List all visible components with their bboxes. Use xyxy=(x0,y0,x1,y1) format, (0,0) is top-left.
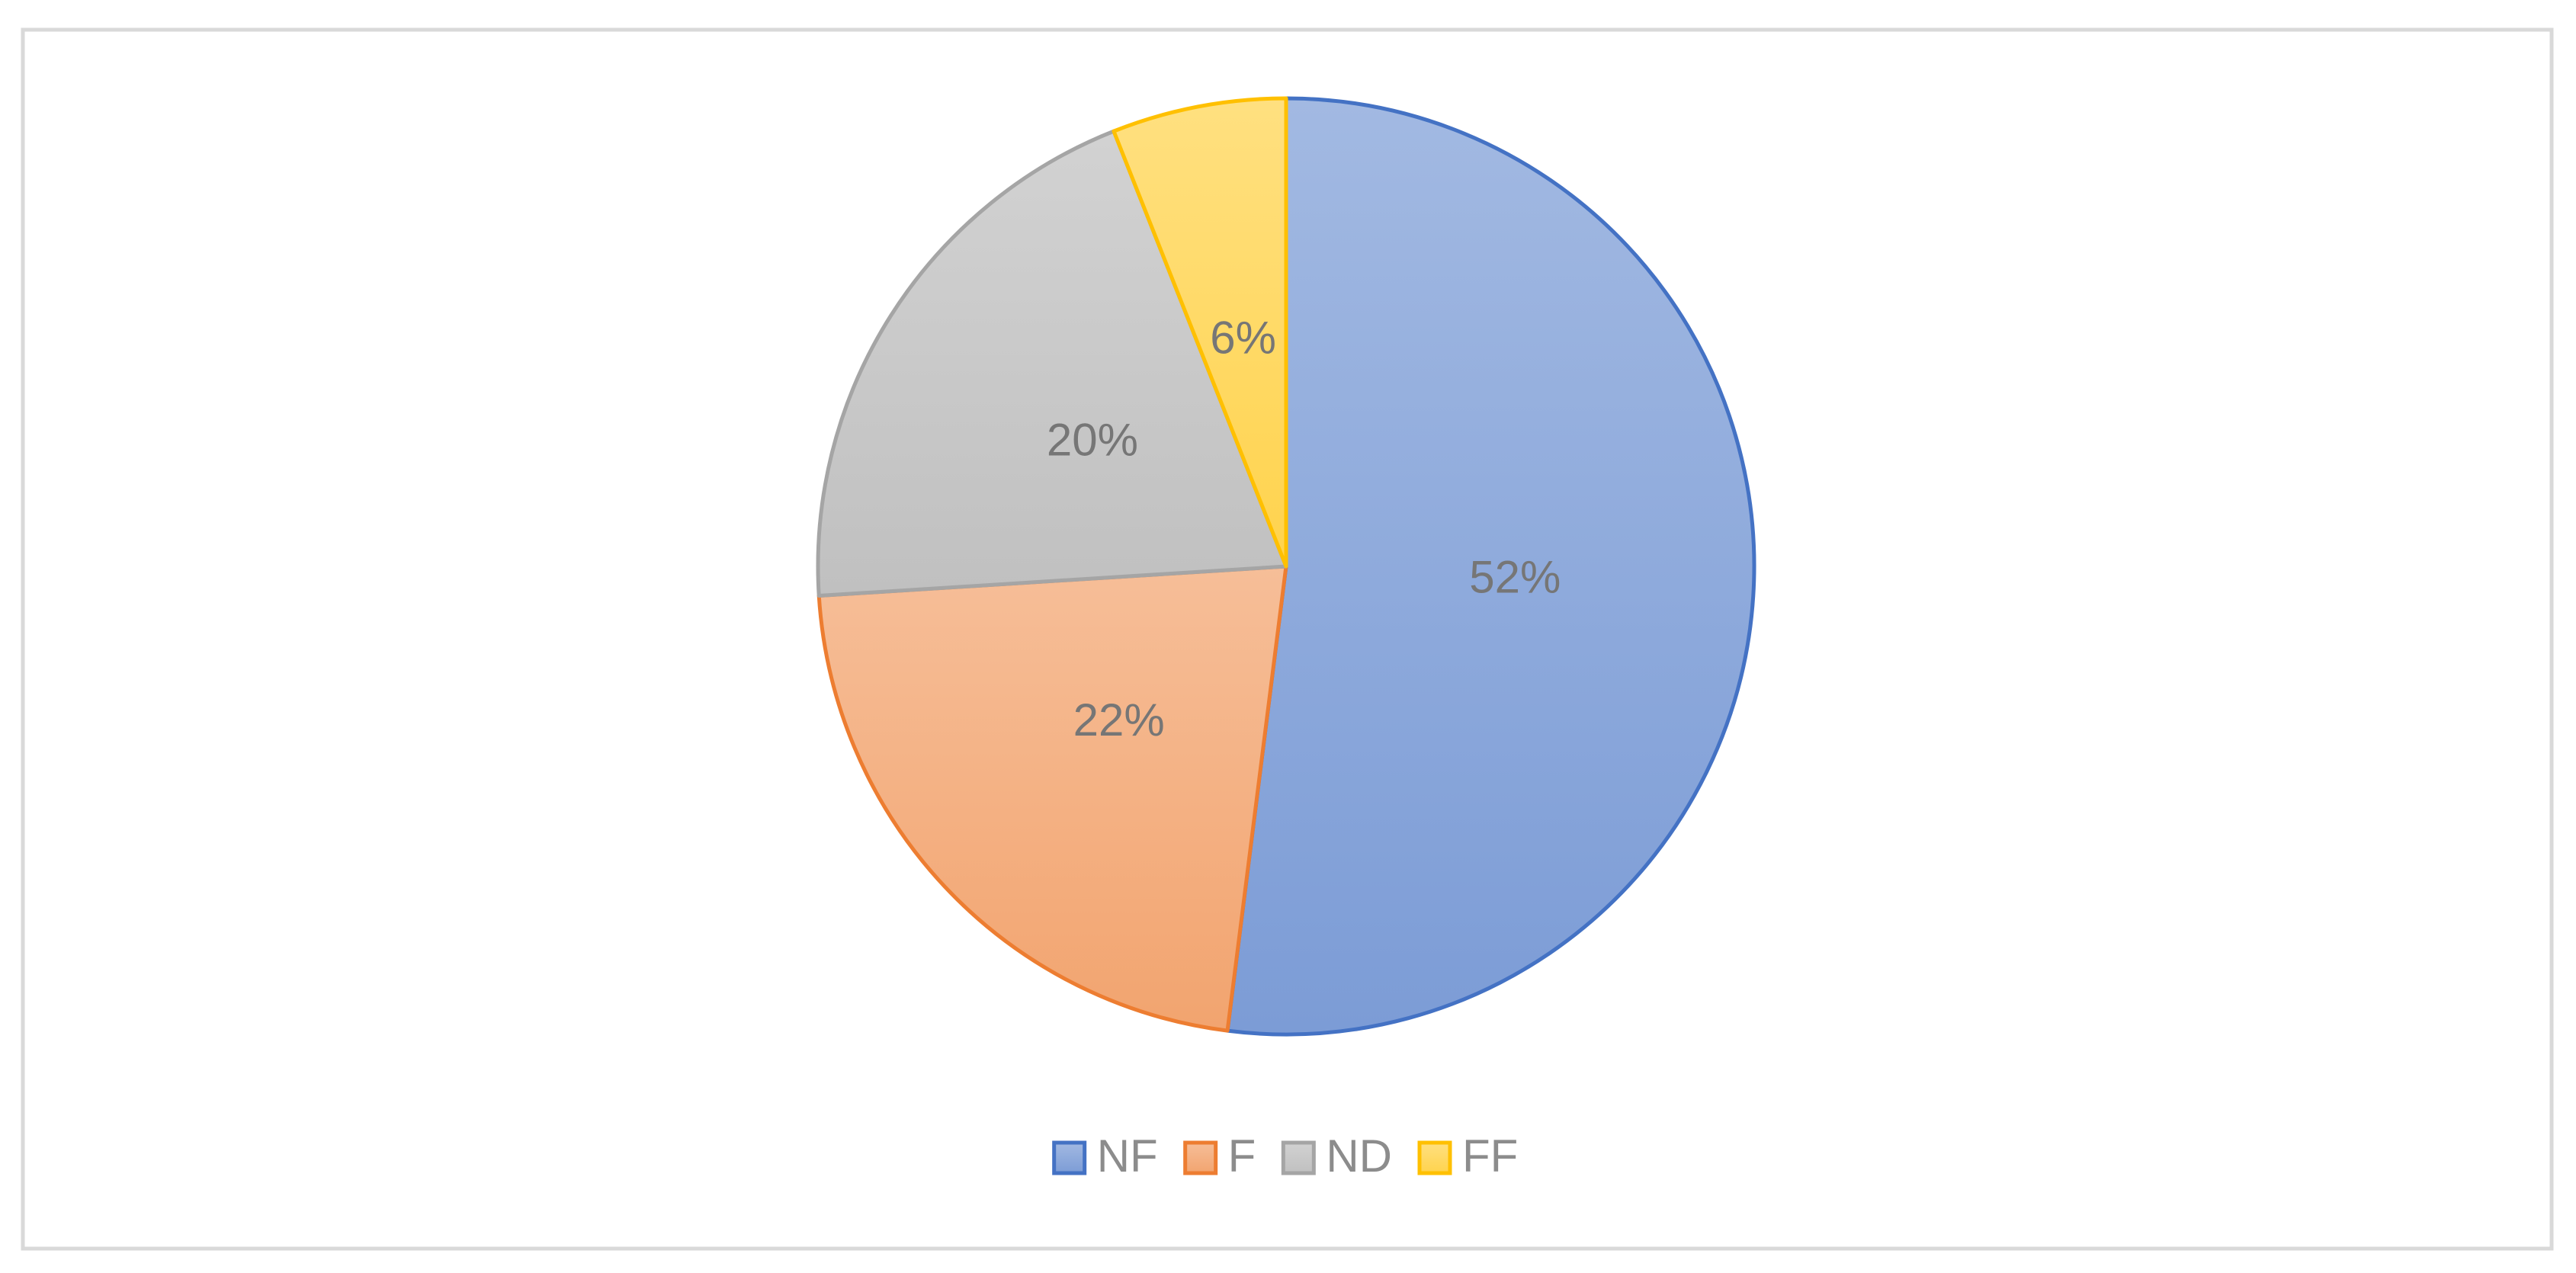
legend: NF F ND FF xyxy=(1052,1130,1518,1182)
legend-label: FF xyxy=(1462,1130,1518,1182)
legend-label: ND xyxy=(1326,1130,1392,1182)
data-label: 22% xyxy=(1073,694,1165,746)
legend-marker xyxy=(1183,1140,1218,1175)
legend-marker xyxy=(1281,1140,1316,1175)
legend-marker xyxy=(1417,1140,1452,1175)
legend-label: F xyxy=(1228,1130,1256,1182)
data-label: 20% xyxy=(1047,415,1138,466)
pie xyxy=(816,96,1756,1037)
legend-label: NF xyxy=(1097,1130,1158,1182)
legend-marker xyxy=(1052,1140,1087,1175)
pie-slice xyxy=(816,564,1288,1033)
pie-slice xyxy=(1112,96,1288,569)
data-label: 6% xyxy=(1210,312,1276,363)
data-label: 52% xyxy=(1469,552,1561,603)
data-labels: 52% 22% 20% 6% xyxy=(1047,312,1561,745)
pie-slice xyxy=(1225,96,1756,1037)
pie-slice xyxy=(816,129,1288,598)
